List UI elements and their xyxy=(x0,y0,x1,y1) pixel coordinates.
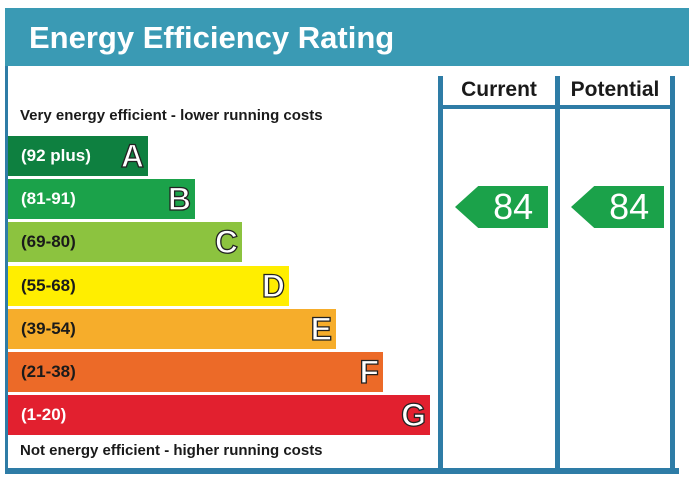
band-range-label: (1-20) xyxy=(21,405,67,424)
page-title: Energy Efficiency Rating xyxy=(29,20,395,55)
potential-column-header: Potential xyxy=(570,78,660,101)
band-e: (39-54) E xyxy=(8,309,336,349)
band-range-label: (55-68) xyxy=(21,276,76,295)
band-b: (81-91) B xyxy=(8,179,195,219)
frame-bottom-border xyxy=(5,468,679,474)
frame-left-border xyxy=(5,66,8,474)
top-caption: Very energy efficient - lower running co… xyxy=(20,107,323,124)
potential-rating-arrow: 84 xyxy=(571,186,664,228)
band-c: (69-80) C xyxy=(8,222,242,262)
band-range-label: (39-54) xyxy=(21,319,76,338)
band-range-label: (21-38) xyxy=(21,362,76,381)
band-d: (55-68) D xyxy=(8,266,289,306)
current-column-header: Current xyxy=(461,78,537,101)
current-rating-arrow: 84 xyxy=(455,186,548,228)
divider-right-of-potential xyxy=(670,76,675,474)
band-a: (92 plus) A xyxy=(8,136,148,176)
band-range-label: (81-91) xyxy=(21,189,76,208)
band-f: (21-38) F xyxy=(8,352,383,392)
divider-left-of-current xyxy=(438,76,443,474)
divider-between-columns xyxy=(555,76,560,474)
band-letter: D xyxy=(261,267,285,304)
band-letter: B xyxy=(167,180,191,217)
band-g: (1-20) G xyxy=(8,395,430,435)
band-range-label: (92 plus) xyxy=(21,146,91,165)
current-rating-value: 84 xyxy=(493,186,534,227)
band-letter: E xyxy=(310,310,333,347)
band-letter: A xyxy=(120,137,144,174)
band-letter: F xyxy=(359,353,380,390)
bottom-caption: Not energy efficient - higher running co… xyxy=(20,442,323,459)
potential-rating-value: 84 xyxy=(609,186,650,227)
title-bar: Energy Efficiency Rating xyxy=(5,8,689,66)
band-letter: G xyxy=(400,396,426,433)
band-range-label: (69-80) xyxy=(21,232,76,251)
column-header-underline xyxy=(438,105,675,109)
band-letter: C xyxy=(214,223,238,260)
